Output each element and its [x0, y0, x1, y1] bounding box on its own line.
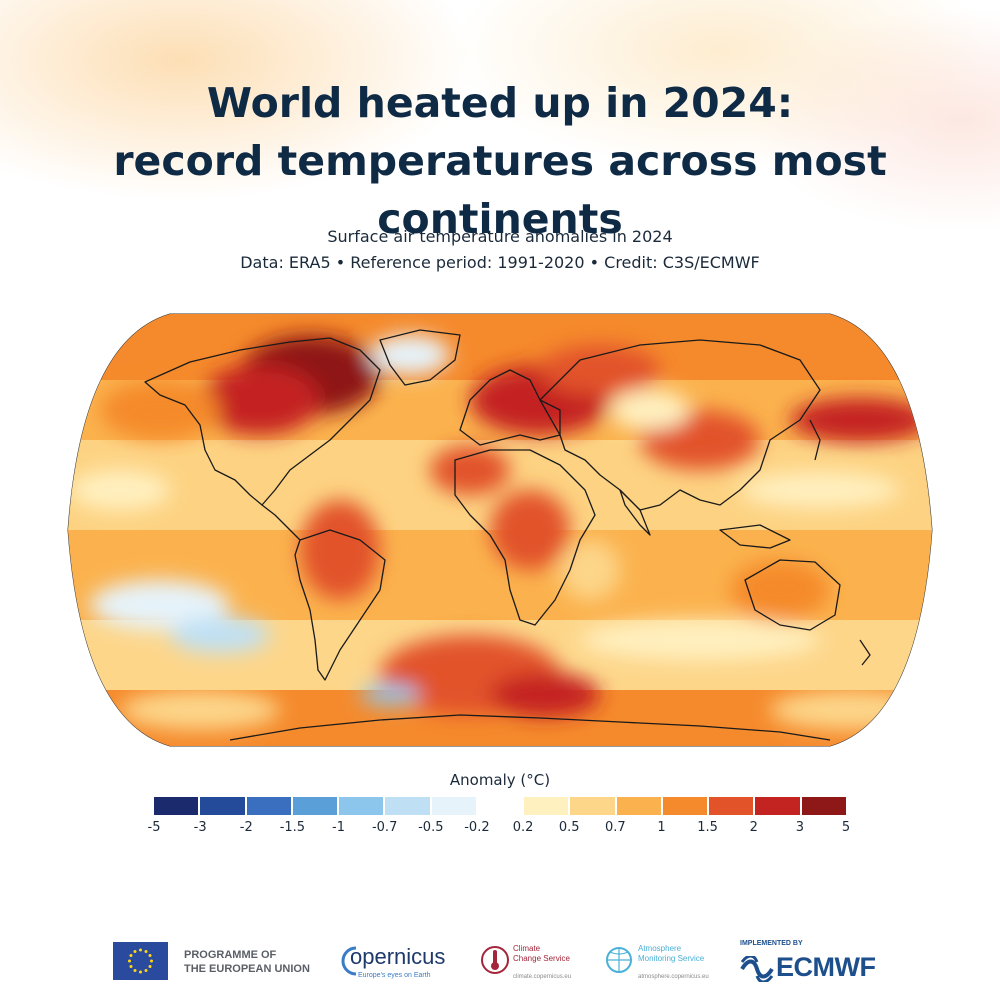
c3s-url: climate.copernicus.eu	[513, 974, 572, 980]
anomaly-map-svg	[67, 313, 933, 747]
ecmwf-implemented-by: IMPLEMENTED BY	[740, 940, 803, 947]
c3s-logo: Climate Change Service climate.copernicu…	[480, 938, 590, 986]
title-line-1: World heated up in 2024:	[206, 79, 794, 127]
eu-star-icon	[148, 954, 152, 957]
legend-swatch	[246, 797, 293, 815]
new-zealand-outline	[859, 639, 871, 666]
eu-star-icon	[128, 959, 131, 963]
legend-tick-label: -1	[332, 820, 346, 835]
copernicus-c-icon	[341, 946, 357, 976]
copernicus-logo: opernicus Europe's eyes on Earth	[340, 940, 450, 986]
background-glow	[0, 0, 1000, 300]
legend-swatch	[154, 797, 201, 815]
india-outline	[619, 489, 651, 536]
legend-swatch	[477, 797, 525, 815]
subtitle-line-2: Data: ERA5 • Reference period: 1991-2020…	[240, 253, 760, 272]
eu-line-2: THE EUROPEAN UNION	[184, 963, 310, 975]
greenland-outline	[379, 329, 461, 386]
legend-tick-label: 0.7	[604, 820, 626, 835]
legend-tick-label: -0.2	[464, 820, 490, 835]
atmosphere-globe-icon	[606, 947, 632, 973]
cams-url: atmosphere.copernicus.eu	[638, 974, 709, 980]
c3s-name: Climate Change Service	[513, 944, 573, 964]
eu-stars-icon	[128, 948, 153, 974]
ecmwf-wave-icon	[740, 956, 774, 982]
eu-star-icon	[129, 954, 133, 957]
ecmwf-name: ECMWF	[776, 952, 876, 982]
eu-star-icon	[129, 965, 133, 968]
legend-tick-label: 3	[795, 820, 804, 835]
legend-tick-label: -3	[193, 820, 207, 835]
cams-logo: Atmosphere Monitoring Service atmosphere…	[604, 938, 714, 986]
footer-logos: PROGRAMME OF THE EUROPEAN UNION opernicu…	[0, 930, 1000, 990]
eu-programme-label: PROGRAMME OF THE EUROPEAN UNION	[184, 948, 310, 976]
legend-tick-label: -0.7	[371, 820, 398, 835]
legend-tick-label: -0.5	[418, 820, 444, 835]
eu-star-icon	[133, 969, 137, 973]
eu-star-icon	[139, 948, 142, 952]
c3s-name-line-2: Change Service	[513, 954, 570, 963]
title-line-2: record temperatures across most continen…	[113, 137, 887, 243]
legend-swatch	[570, 797, 617, 815]
legend-tick-label: -5	[147, 820, 161, 835]
australia-outline	[744, 559, 841, 631]
cams-name-line-1: Atmosphere	[638, 944, 682, 953]
legend-swatch	[616, 797, 663, 815]
eu-star-icon	[148, 965, 152, 968]
europe-outline	[459, 369, 561, 446]
legend-swatch	[662, 797, 710, 815]
eu-star-icon	[133, 949, 137, 953]
central-america-outline	[261, 504, 301, 541]
asia-outline	[539, 339, 821, 511]
legend-tick-labels: -5 -3 -2 -1.5 -1 -0.7 -0.5 -0.2 0.2 0.5 0.7 1 1.5 2 3 5	[0, 820, 1000, 840]
legend-colorbar	[154, 797, 846, 815]
legend-swatch	[709, 797, 756, 815]
legend-tick-label: 0.2	[512, 820, 534, 835]
legend-swatch	[385, 797, 432, 815]
legend-swatch	[755, 797, 802, 815]
coastlines	[144, 329, 871, 741]
page-title: World heated up in 2024: record temperat…	[0, 74, 1000, 248]
legend-tick-label: 2	[749, 820, 758, 835]
legend-swatch	[292, 797, 340, 815]
eu-star-icon	[144, 969, 148, 973]
eu-star-icon	[139, 970, 142, 974]
africa-outline	[454, 449, 596, 626]
legend-tick-label: 1	[657, 820, 666, 835]
thermometer-icon	[481, 946, 509, 974]
south-america-outline	[294, 529, 386, 681]
subtitle-line-1: Surface air temperature anomalies in 202…	[327, 227, 673, 246]
legend-swatch	[339, 797, 386, 815]
legend-title: Anomaly (°C)	[449, 771, 551, 789]
ecmwf-logo: IMPLEMENTED BY ECMWF	[738, 938, 898, 986]
eu-star-icon	[150, 959, 153, 963]
anomaly-map	[0, 290, 1000, 770]
legend-swatch	[524, 797, 571, 815]
legend-tick-label: 1.5	[697, 820, 718, 835]
copernicus-name: opernicus	[350, 944, 446, 969]
c3s-name-line-1: Climate	[513, 944, 541, 953]
legend-swatch	[200, 797, 247, 815]
southeast-asia-outline	[719, 524, 791, 549]
antarctica-outline	[229, 714, 831, 741]
anomaly-field	[68, 314, 932, 746]
legend-tick-label: -2	[239, 820, 253, 835]
japan-outline	[809, 419, 821, 461]
eu-flag-icon	[113, 942, 168, 980]
legend-tick-label: 0.5	[558, 820, 580, 835]
map-subtitle: Surface air temperature anomalies in 202…	[0, 224, 1000, 276]
cams-name-line-2: Monitoring Service	[638, 954, 705, 963]
legend-swatch	[431, 797, 478, 815]
eu-star-icon	[144, 949, 148, 953]
legend-swatch	[801, 797, 846, 815]
eu-line-1: PROGRAMME OF	[184, 949, 277, 961]
cams-name: Atmosphere Monitoring Service	[638, 944, 708, 964]
north-america-outline	[144, 337, 381, 506]
legend-tick-label: -1.5	[279, 820, 306, 835]
copernicus-tagline: Europe's eyes on Earth	[358, 972, 431, 979]
legend-tick-label: 5	[841, 820, 851, 835]
